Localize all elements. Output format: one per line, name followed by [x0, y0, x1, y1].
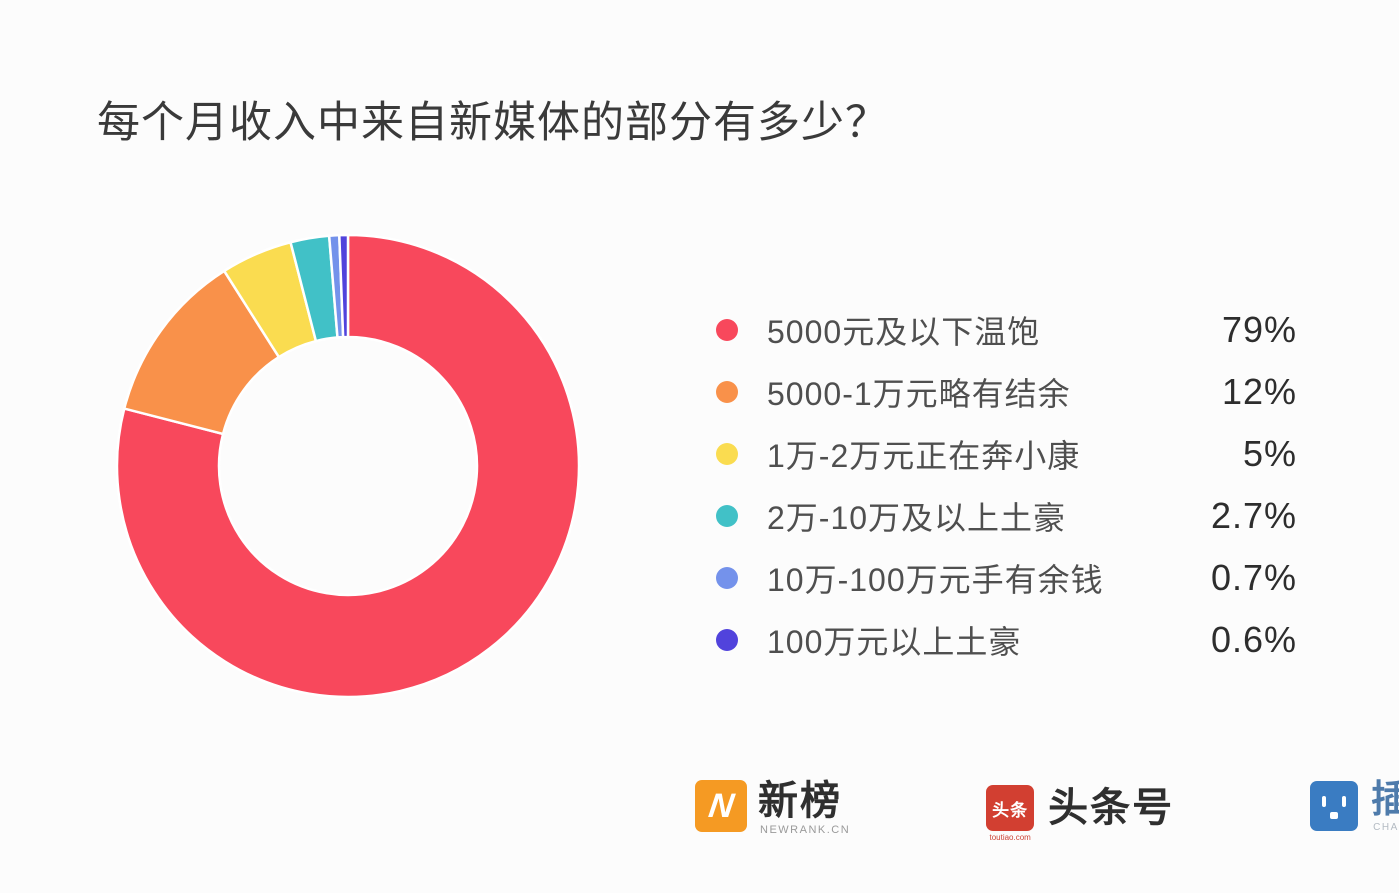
chazuo-eye-right: [1342, 796, 1347, 807]
legend-label: 5000元及以下温饱: [767, 314, 1041, 350]
brand-newrank: N 新榜 NEWRANK.CN: [695, 778, 850, 837]
chazuo-eye-left: [1322, 796, 1327, 807]
brand-toutiao: 头条 toutiao.com 头条号: [850, 778, 1174, 843]
legend-dot-icon: [716, 381, 738, 403]
legend-value: 0.7%: [1210, 557, 1297, 598]
legend-item: 10万-100万元手有余钱 0.7%: [703, 547, 1297, 609]
brand-chazuo: 插坐学院 CHAZUO.CN: [1310, 778, 1399, 834]
legend-dot-icon: [716, 567, 738, 589]
toutiao-subtext: toutiao.com: [989, 833, 1031, 842]
legend-value: 12%: [1221, 371, 1297, 412]
legend-item: 1万-2万元正在奔小康 5%: [703, 423, 1297, 485]
donut-slice-0: [115, 233, 581, 699]
toutiao-badge-text: 头条: [992, 800, 1029, 820]
legend-dot-icon: [716, 443, 738, 465]
newrank-logo-icon: N: [695, 780, 747, 832]
legend-dot-icon: [716, 319, 738, 341]
chazuo-face-icon: [1310, 781, 1359, 831]
legend-item: 5000元及以下温饱 79%: [703, 299, 1297, 361]
legend-label: 10万-100万元手有余钱: [767, 562, 1104, 598]
legend-label: 1万-2万元正在奔小康: [767, 438, 1081, 474]
legend-value: 2.7%: [1210, 495, 1297, 536]
legend-label: 2万-10万及以上土豪: [767, 500, 1067, 536]
legend-item: 5000-1万元略有结余 12%: [703, 361, 1297, 423]
legend-value: 5%: [1242, 433, 1297, 474]
donut-chart: [103, 221, 593, 711]
newrank-name: 新榜: [758, 779, 842, 823]
chazuo-subtext: CHAZUO.CN: [1373, 822, 1399, 833]
newrank-subtext: NEWRANK.CN: [760, 824, 851, 836]
legend-value: 0.6%: [1210, 619, 1297, 660]
legend-label: 100万元以上土豪: [767, 624, 1022, 660]
legend-value: 79%: [1221, 309, 1297, 350]
legend-label: 5000-1万元略有结余: [767, 376, 1071, 412]
donut-slice-5: [337, 233, 350, 339]
toutiao-name: 头条号: [1048, 786, 1175, 830]
legend-item: 2万-10万及以上土豪 2.7%: [703, 485, 1297, 547]
legend-item: 100万元以上土豪 0.6%: [703, 609, 1297, 671]
chazuo-mouth: [1330, 812, 1339, 819]
newrank-n-glyph: N: [706, 787, 736, 825]
footer-brands: N 新榜 NEWRANK.CN 头条 toutiao.com 头条号: [695, 778, 1399, 853]
legend: 5000元及以下温饱 79% 5000-1万元略有结余 12% 1万-2万元正在奔小康 5…: [703, 299, 1297, 671]
chazuo-name: 插坐学院: [1371, 779, 1399, 821]
chart-title: 每个月收入中来自新媒体的部分有多少？: [97, 99, 889, 147]
toutiao-logo-icon: 头条: [986, 785, 1035, 831]
legend-dot-icon: [716, 629, 738, 651]
donut-svg: [115, 233, 581, 699]
legend-dot-icon: [716, 505, 738, 527]
